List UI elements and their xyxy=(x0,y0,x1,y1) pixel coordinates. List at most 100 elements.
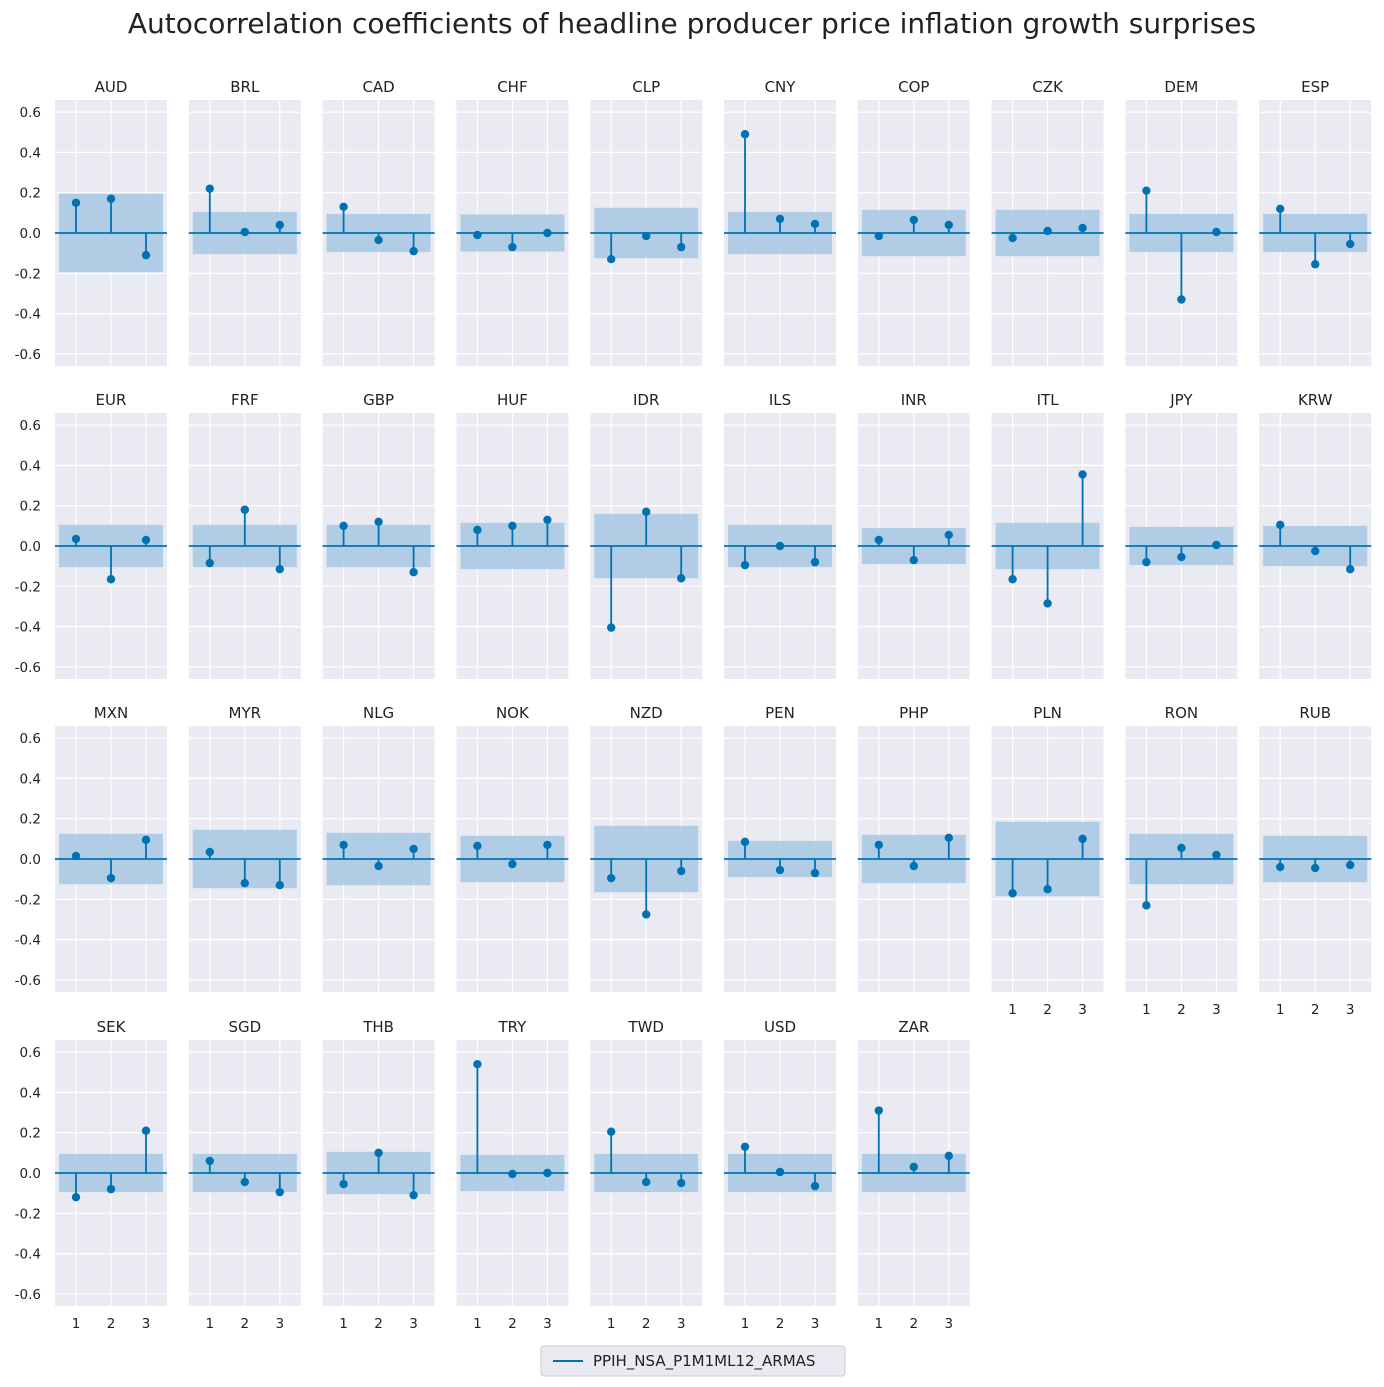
y-tick-label: 0.6 xyxy=(20,105,41,121)
point-lag-1 xyxy=(339,1179,348,1189)
point-lag-1 xyxy=(607,254,616,264)
panel-title: SGD xyxy=(228,1018,261,1036)
panel-cad: CAD xyxy=(322,78,435,366)
x-tick-label: 1 xyxy=(206,1316,215,1332)
panel-title: THB xyxy=(362,1018,394,1036)
panel-title: AUD xyxy=(95,78,128,96)
point-lag-2 xyxy=(106,873,116,883)
x-tick-label: 1 xyxy=(875,1316,884,1332)
point-lag-1 xyxy=(339,521,348,531)
point-lag-2 xyxy=(240,878,249,888)
point-lag-2 xyxy=(1043,599,1052,608)
x-tick-label: 3 xyxy=(1212,1002,1221,1018)
point-lag-1 xyxy=(607,873,616,883)
point-lag-2 xyxy=(1177,552,1186,562)
panel-title: BRL xyxy=(230,78,260,96)
point-lag-1 xyxy=(1008,889,1017,898)
panel-title: ESP xyxy=(1301,78,1329,96)
point-lag-2 xyxy=(909,555,918,565)
x-tick-label: 1 xyxy=(741,1316,750,1332)
y-tick-label: 0.4 xyxy=(20,771,41,787)
point-lag-2 xyxy=(1043,885,1052,894)
point-lag-1 xyxy=(1276,204,1285,214)
panel-chf: CHF xyxy=(456,78,569,366)
panel-title: PLN xyxy=(1033,704,1062,722)
point-lag-1 xyxy=(874,535,883,545)
panel-nzd: NZD xyxy=(590,704,703,992)
x-tick-label: 2 xyxy=(241,1316,250,1332)
point-lag-2 xyxy=(240,1177,249,1187)
panel-title: EUR xyxy=(96,391,127,409)
y-tick-label: 0.6 xyxy=(20,1045,41,1061)
panel-cop: COP xyxy=(857,78,970,366)
point-lag-2 xyxy=(642,1177,651,1187)
point-lag-1 xyxy=(205,558,214,568)
x-tick-label: 1 xyxy=(473,1316,482,1332)
point-lag-1 xyxy=(740,837,750,847)
x-tick-label: 1 xyxy=(1008,1002,1017,1018)
y-tick-label: 0.0 xyxy=(20,539,41,555)
y-tick-label: -0.2 xyxy=(15,1206,41,1222)
x-tick-label: 1 xyxy=(1276,1002,1285,1018)
y-tick-label: 0.4 xyxy=(20,145,41,161)
y-tick-label: -0.6 xyxy=(15,1287,41,1303)
x-tick-label: 2 xyxy=(508,1316,517,1332)
x-tick-label: 3 xyxy=(677,1316,686,1332)
panel-title: TRY xyxy=(498,1018,528,1036)
panel-title: CAD xyxy=(362,78,394,96)
panel-nlg: NLG xyxy=(322,704,435,992)
y-tick-label: -0.2 xyxy=(15,892,41,908)
point-lag-3 xyxy=(543,228,552,238)
x-tick-label: 3 xyxy=(409,1316,418,1332)
panel-title: RON xyxy=(1165,704,1198,722)
point-lag-1 xyxy=(1276,520,1285,530)
point-lag-3 xyxy=(1346,239,1355,249)
panel-gbp: GBP xyxy=(322,391,435,679)
point-lag-1 xyxy=(874,231,883,241)
point-lag-1 xyxy=(1142,186,1151,195)
point-lag-1 xyxy=(71,851,81,861)
y-tick-label: -0.6 xyxy=(15,660,41,676)
x-tick-label: 3 xyxy=(811,1316,820,1332)
panel-huf: HUF xyxy=(456,391,569,679)
point-lag-3 xyxy=(1346,564,1355,574)
panel-brl: BRL xyxy=(188,78,301,366)
panel-php: PHP xyxy=(857,704,970,992)
point-lag-1 xyxy=(874,1106,883,1115)
point-lag-3 xyxy=(944,1151,953,1161)
point-lag-3 xyxy=(409,567,418,577)
x-tick-label: 3 xyxy=(1346,1002,1355,1018)
point-lag-1 xyxy=(1276,862,1285,872)
point-lag-1 xyxy=(205,184,214,193)
panel-sek: SEK 0.6 0.4 0.2 0.0 -0.2 -0.4 -0.6 1 2 3 xyxy=(15,1018,167,1332)
point-lag-3 xyxy=(677,242,686,252)
point-lag-1 xyxy=(71,534,81,544)
panel-title: CLP xyxy=(632,78,660,96)
y-tick-label: 0.0 xyxy=(20,852,41,868)
panel-title: GBP xyxy=(363,391,394,409)
point-lag-1 xyxy=(339,202,348,212)
legend: PPIH_NSA_P1M1ML12_ARMAS xyxy=(540,1345,846,1377)
point-lag-3 xyxy=(409,246,418,256)
x-tick-label: 2 xyxy=(1311,1002,1320,1018)
point-lag-3 xyxy=(275,1187,284,1197)
panel-title: COP xyxy=(898,78,929,96)
point-lag-2 xyxy=(508,521,517,531)
point-lag-2 xyxy=(508,859,517,869)
y-tick-label: -0.6 xyxy=(15,973,41,989)
point-lag-2 xyxy=(106,194,116,203)
point-lag-3 xyxy=(543,840,552,850)
x-tick-label: 1 xyxy=(607,1316,616,1332)
panel-title: PHP xyxy=(899,704,928,722)
panel-pln: PLN 1 2 3 xyxy=(991,704,1104,1018)
point-lag-1 xyxy=(473,525,482,535)
point-lag-3 xyxy=(543,1168,552,1178)
x-tick-label: 2 xyxy=(107,1316,116,1332)
panel-usd: USD 1 2 3 xyxy=(724,1018,836,1332)
x-tick-label: 2 xyxy=(776,1316,785,1332)
y-tick-label: 0.2 xyxy=(20,812,41,828)
panel-krw: KRW xyxy=(1259,391,1372,679)
point-lag-2 xyxy=(909,215,918,225)
y-tick-label: -0.4 xyxy=(15,1247,41,1263)
